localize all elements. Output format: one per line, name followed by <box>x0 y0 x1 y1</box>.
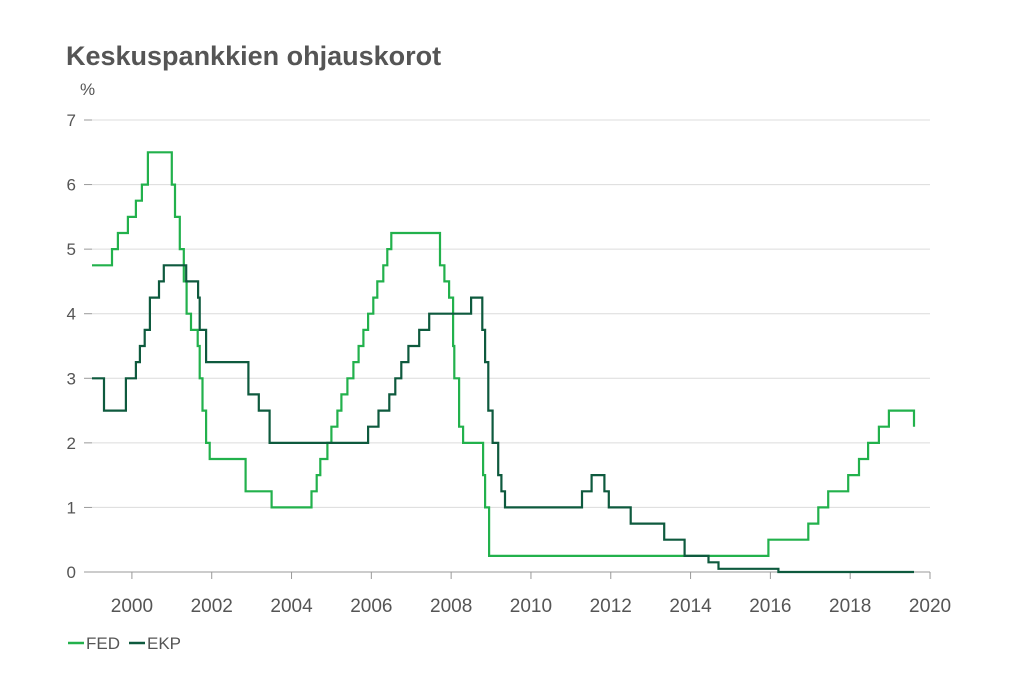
x-tick-label: 2012 <box>590 596 632 617</box>
y-tick-label: 2 <box>67 434 76 453</box>
y-tick-label: 0 <box>67 563 76 582</box>
y-tick-label: 7 <box>67 111 76 130</box>
legend: FED EKP <box>68 634 181 653</box>
y-tick-label: 4 <box>67 305 76 324</box>
series-line-fed <box>92 151 916 557</box>
y-tick-label: 1 <box>67 498 76 517</box>
legend-label-fed: FED <box>86 634 120 653</box>
grid <box>92 119 930 508</box>
x-tick-label: 2002 <box>191 596 233 617</box>
chart-title: Keskuspankkien ohjauskorot <box>66 41 441 71</box>
x-tick-label: 2018 <box>829 596 871 617</box>
y-tick-label: 3 <box>67 369 76 388</box>
series-lines <box>92 151 916 574</box>
series-line-ekp <box>92 264 914 574</box>
x-tick-label: 2004 <box>270 596 313 617</box>
y-tick-label: 6 <box>67 176 76 195</box>
x-axis-ticks: 2000 2002 2004 2006 2008 2010 2012 2014 2016 2018… <box>111 572 951 617</box>
y-axis-label: % <box>80 80 95 99</box>
x-tick-label: 2014 <box>669 596 712 617</box>
legend-label-ekp: EKP <box>147 634 181 653</box>
x-tick-label: 2010 <box>510 596 552 617</box>
x-tick-label: 2000 <box>111 596 153 617</box>
x-tick-label: 2006 <box>350 596 392 617</box>
y-axis-ticks: 0 1 2 3 4 5 6 7 <box>67 111 92 582</box>
y-tick-label: 5 <box>67 240 76 259</box>
x-tick-label: 2016 <box>749 596 791 617</box>
x-tick-label: 2008 <box>430 596 472 617</box>
x-tick-label: 2020 <box>909 596 951 617</box>
